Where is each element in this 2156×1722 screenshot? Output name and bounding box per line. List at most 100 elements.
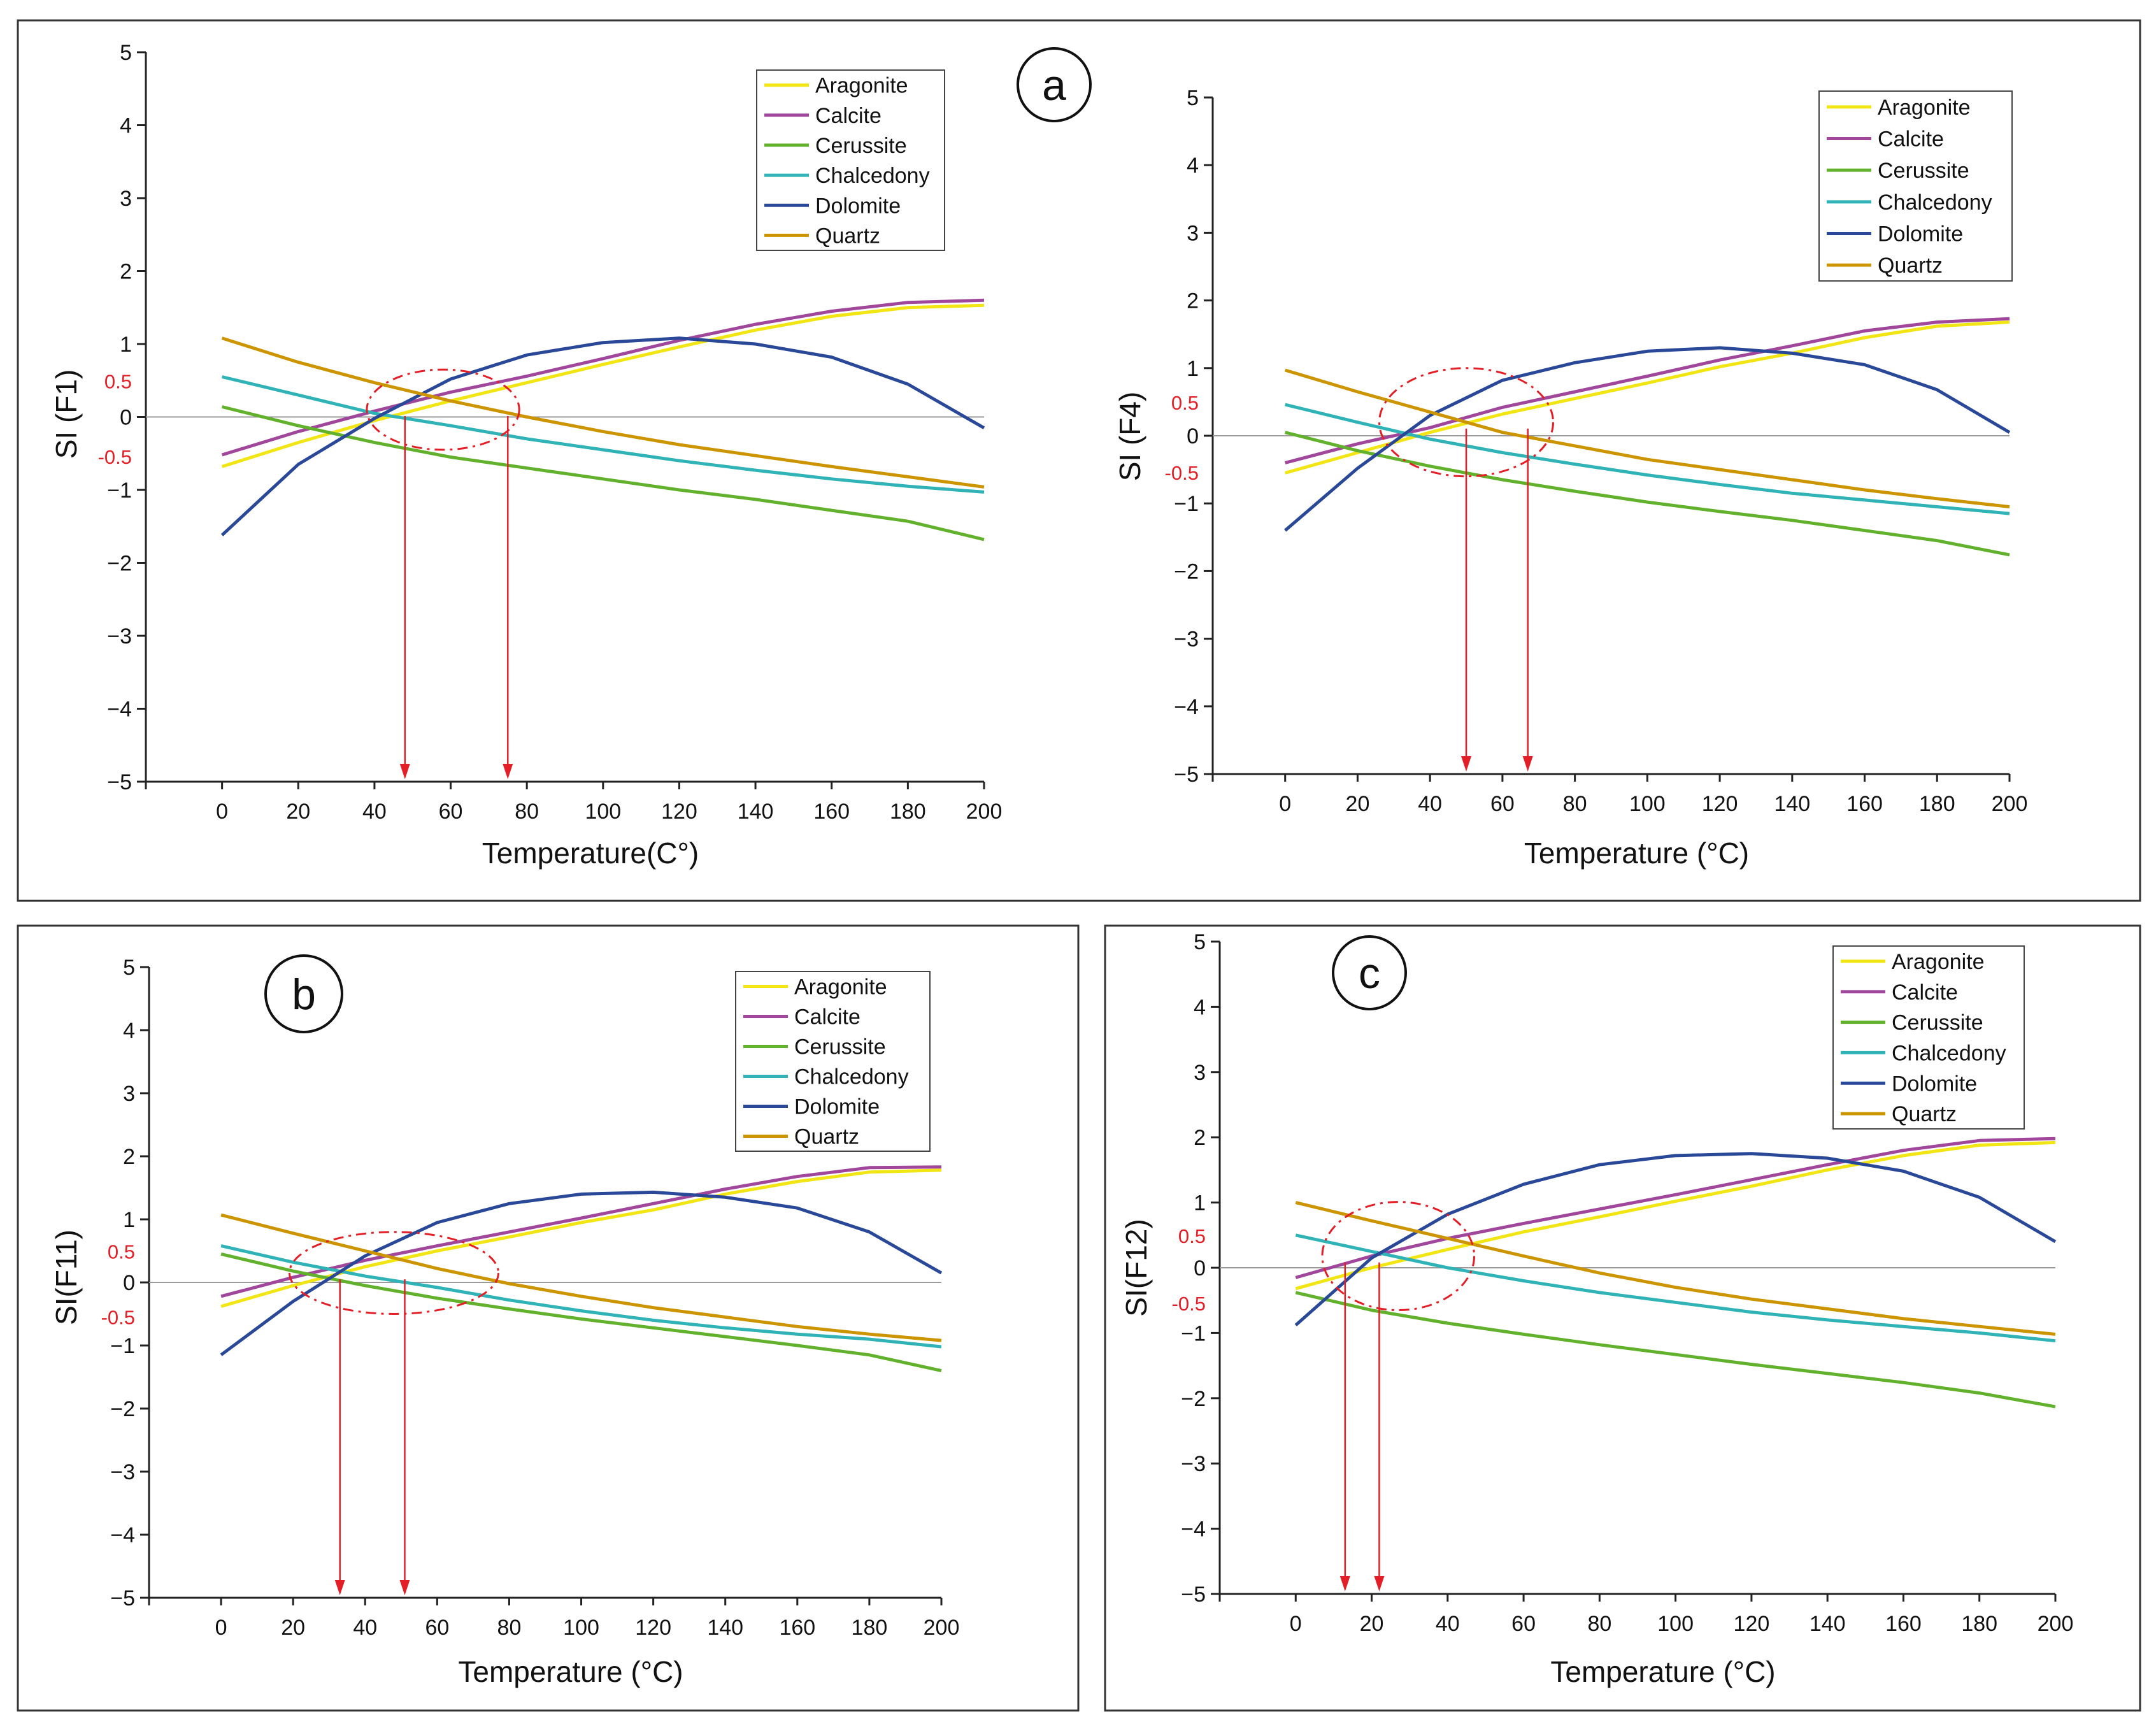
chart-f11: 5 4 3 2 1 0 −1 −2 −3 −4 −5 0.5 -0.5 0 20 40 60 80 100 120 14… — [50, 954, 959, 1688]
x-tick-label: 0 — [1279, 792, 1291, 816]
x-tick-label: 80 — [1587, 1612, 1611, 1636]
legend-box — [735, 971, 931, 1152]
annotation-arrow-head — [334, 1580, 345, 1595]
x-tick-label: 200 — [2038, 1612, 2074, 1636]
series-line-calcite — [220, 1165, 942, 1298]
y-tick-label: 5 — [120, 41, 132, 65]
series-line-calcite — [1295, 1137, 2056, 1279]
legend-label-quartz: Quartz — [1878, 254, 1943, 278]
x-axis-title: Temperature(C°) — [482, 836, 699, 870]
series-line-cerussite — [1295, 1291, 2056, 1409]
series-line-dolomite — [1284, 346, 2011, 532]
y-tick-label: 3 — [123, 1082, 135, 1106]
legend-label-chalcedony: Chalcedony — [815, 164, 930, 188]
y-tick-label: −1 — [1174, 492, 1199, 516]
y-tick-label: 3 — [1187, 221, 1199, 245]
legend-label-calcite: Calcite — [815, 104, 882, 128]
chart-f4: 5 4 3 2 1 0 −1 −2 −3 −4 −5 0.5 -0.5 0 20 40 60 80 100 120 14… — [1113, 86, 2027, 870]
x-tick-label: 100 — [563, 1616, 599, 1640]
legend-label-aragonite: Aragonite — [794, 975, 887, 1000]
red-tick-label: -0.5 — [98, 446, 132, 468]
y-tick-label: 4 — [1187, 154, 1199, 178]
annotation-arrow-head — [1522, 756, 1533, 771]
x-tick-label: 40 — [1436, 1612, 1460, 1636]
legend-label-cerussite: Cerussite — [1892, 1011, 1983, 1035]
y-tick-label: −4 — [1181, 1518, 1206, 1542]
legend-label-dolomite: Dolomite — [794, 1095, 880, 1119]
annotation-arrow-head — [399, 1580, 410, 1595]
legend-label-quartz: Quartz — [815, 224, 880, 248]
frame-bottom-left — [17, 924, 1080, 1712]
y-tick-label: −4 — [110, 1523, 135, 1547]
legend: Aragonite Calcite Cerussite Chalcedony Dolom… — [1832, 945, 2025, 1130]
series-line-cerussite — [220, 1252, 942, 1373]
x-tick-label: 0 — [215, 1616, 227, 1640]
y-tick-label: −5 — [1174, 763, 1199, 787]
y-tick-label: 3 — [120, 187, 132, 211]
x-tick-label: 160 — [813, 800, 850, 824]
x-tick-label: 100 — [1657, 1612, 1694, 1636]
y-tick-label: 2 — [120, 260, 132, 284]
x-tick-label: 120 — [635, 1616, 671, 1640]
legend-label-calcite: Calcite — [1878, 127, 1944, 152]
x-tick-label: 180 — [1961, 1612, 1997, 1636]
y-tick-label: 5 — [1187, 86, 1199, 110]
x-tick-label: 40 — [362, 800, 387, 824]
y-tick-label: 1 — [1194, 1191, 1206, 1216]
red-tick-label: -0.5 — [101, 1307, 135, 1329]
y-axis-title: SI (F4) — [1113, 392, 1146, 482]
panel-label-circle — [264, 954, 343, 1033]
y-tick-label: −2 — [110, 1397, 135, 1421]
series-line-dolomite — [1294, 1152, 2057, 1326]
y-tick-label: 2 — [123, 1145, 135, 1169]
series-line-quartz — [220, 1213, 942, 1342]
x-tick-label: 60 — [425, 1616, 449, 1640]
x-tick-label: 200 — [1992, 792, 2028, 816]
x-tick-label: 20 — [281, 1616, 305, 1640]
x-tick-label: 120 — [1734, 1612, 1770, 1636]
y-tick-label: 5 — [123, 956, 135, 980]
red-tick-label: -0.5 — [1165, 462, 1199, 484]
y-tick-label: −3 — [110, 1460, 135, 1484]
y-tick-label: −3 — [1174, 628, 1199, 652]
y-tick-label: 1 — [123, 1208, 135, 1232]
x-tick-label: 200 — [966, 800, 1003, 824]
y-tick-label: −4 — [107, 698, 132, 722]
x-tick-label: 160 — [1885, 1612, 1922, 1636]
legend-label-aragonite: Aragonite — [815, 74, 908, 98]
series-line-cerussite — [221, 405, 985, 542]
y-tick-label: −2 — [1174, 559, 1199, 584]
red-tick-label: 0.5 — [108, 1241, 135, 1263]
series-line-quartz — [1284, 368, 2010, 508]
series-line-chalcedony — [222, 375, 985, 494]
x-tick-label: 180 — [890, 800, 926, 824]
legend-label-cerussite: Cerussite — [794, 1035, 886, 1059]
x-axis-title: Temperature (°C) — [458, 1655, 683, 1688]
legend-label-cerussite: Cerussite — [815, 134, 907, 158]
x-tick-label: 160 — [1846, 792, 1883, 816]
series-line-chalcedony — [1295, 1233, 2056, 1343]
annotation-ellipse — [289, 1231, 499, 1316]
annotation-arrow-head — [1339, 1576, 1350, 1591]
y-tick-label: −5 — [107, 770, 132, 794]
x-tick-label: 0 — [216, 800, 228, 824]
y-tick-label: −1 — [107, 478, 132, 503]
red-tick-label: -0.5 — [1172, 1293, 1206, 1315]
legend: Aragonite Calcite Cerussite Chalcedony Dolom… — [756, 69, 945, 251]
y-tick-label: 0 — [123, 1271, 135, 1295]
x-tick-label: 120 — [1702, 792, 1738, 816]
x-axis-title: Temperature (°C) — [1524, 836, 1749, 870]
x-tick-label: 60 — [1511, 1612, 1536, 1636]
x-tick-label: 140 — [1810, 1612, 1846, 1636]
x-tick-label: 20 — [1360, 1612, 1384, 1636]
annotation-arrow-head — [1461, 756, 1472, 771]
legend-box — [756, 69, 945, 251]
annotation-arrow-head — [1374, 1576, 1385, 1591]
series-line-cerussite — [1285, 431, 2010, 557]
panel-label-circle — [1017, 47, 1092, 122]
series-line-aragonite — [221, 303, 985, 468]
legend-label-aragonite: Aragonite — [1878, 96, 1971, 120]
annotation-arrow-head — [399, 764, 410, 779]
